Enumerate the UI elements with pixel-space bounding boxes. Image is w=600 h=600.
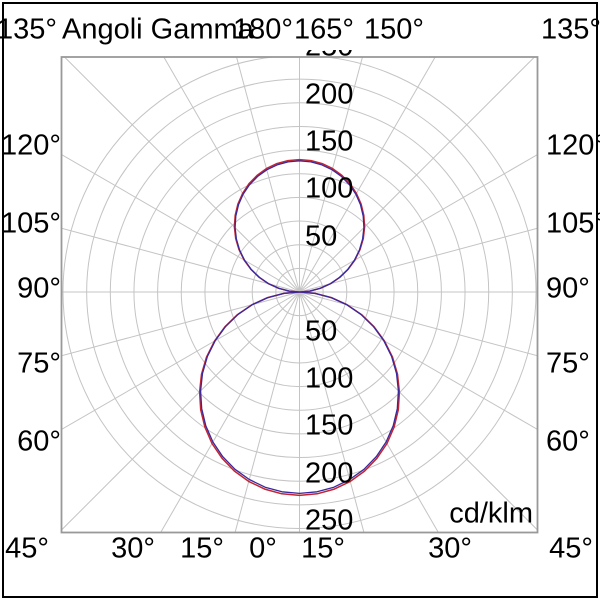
grid-spoke — [61, 227, 300, 293]
grid-spoke — [61, 291, 300, 357]
angle-label-right: 75° — [546, 347, 590, 380]
grid-spoke — [61, 291, 300, 430]
angle-label-bottom: 15° — [301, 532, 345, 565]
grid-spoke — [299, 57, 363, 293]
grid-spoke — [299, 227, 538, 293]
angle-label-right: 105° — [546, 207, 600, 240]
grid-spoke — [299, 291, 365, 533]
angle-label-bottom: 30° — [428, 532, 472, 565]
unit-label: cd/klm — [449, 497, 533, 530]
angle-label-bottom: 45° — [549, 532, 593, 565]
grid-spoke — [163, 57, 300, 293]
angle-label-left: 75° — [17, 347, 61, 380]
plot-frame — [60, 56, 539, 534]
grid-spoke — [61, 291, 300, 531]
grid-spoke — [299, 57, 436, 293]
grid-spoke — [299, 57, 536, 293]
angle-label-top: 165° — [294, 13, 354, 46]
angle-label-left: 90° — [17, 272, 61, 305]
grid-spoke — [63, 57, 300, 293]
curve-blue — [199, 160, 400, 495]
angle-label-left: 60° — [17, 425, 61, 458]
chart-title: Angoli Gamma — [62, 13, 254, 46]
angle-label-top: 150° — [364, 13, 424, 46]
angle-label-right: 120° — [546, 129, 600, 162]
angle-label-top: 135° — [0, 13, 57, 46]
angle-label-left: 120° — [1, 129, 61, 162]
grid-spoke — [61, 154, 300, 293]
photometric-curves — [198, 158, 401, 497]
angle-label-right: 60° — [546, 425, 590, 458]
angle-label-bottom: 0° — [249, 532, 277, 565]
angle-label-right: 90° — [546, 272, 590, 305]
grid-spoke — [234, 291, 300, 533]
grid-spoke — [236, 57, 300, 293]
grid-spoke — [299, 291, 538, 357]
angle-label-bottom: 30° — [111, 532, 155, 565]
grid-spoke — [299, 291, 538, 430]
angle-label-bottom: 15° — [180, 532, 224, 565]
grid-spoke — [299, 291, 538, 531]
angle-label-top: 135° — [541, 13, 600, 46]
angle-label-bottom: 45° — [5, 532, 49, 565]
grid-spoke — [299, 154, 538, 293]
angle-label-left: 105° — [1, 207, 61, 240]
angle-label-top: 180° — [233, 13, 293, 46]
